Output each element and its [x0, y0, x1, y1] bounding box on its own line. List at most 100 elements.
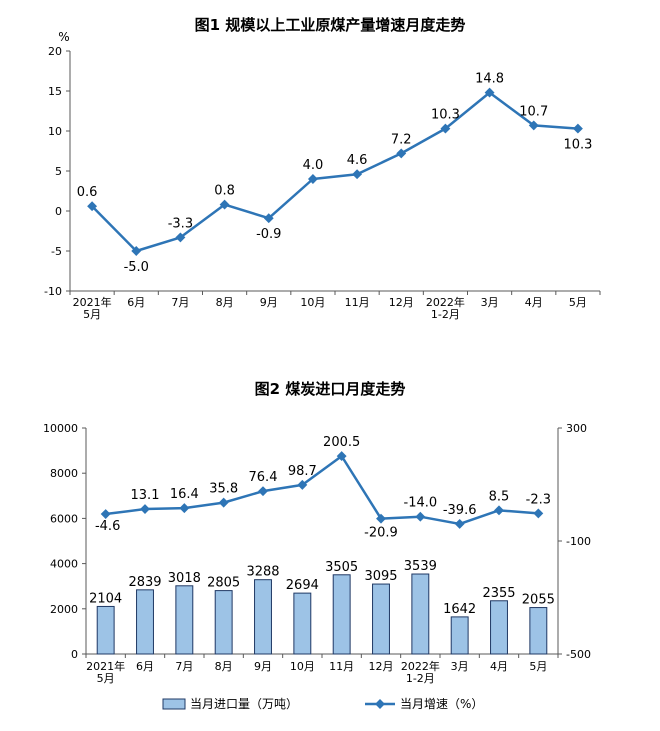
chart2-growth-point	[454, 518, 465, 529]
chart2-growth-label: -2.3	[526, 492, 551, 507]
chart2-growth-point	[179, 503, 190, 514]
chart2-bar-label: 3018	[168, 571, 201, 586]
chart2-x-tick-label-6: 11月	[329, 660, 354, 673]
chart2-x-tick-label-11: 5月	[529, 660, 547, 673]
chart2-bar-label: 3095	[364, 569, 397, 584]
legend-bar-label: 当月进口量（万吨）	[190, 697, 298, 711]
chart2-growth-label: 13.1	[131, 488, 160, 503]
chart2-x-tick-label-3: 8月	[215, 660, 233, 673]
chart2-growth-point	[258, 486, 268, 497]
chart2-bar	[490, 600, 508, 655]
chart2-bar	[450, 616, 469, 655]
chart1-point	[352, 169, 363, 180]
chart1-x-tick-label-10: 4月	[525, 296, 543, 309]
chart1-y-tick-label: 20	[48, 45, 62, 58]
chart1-point	[440, 123, 451, 134]
chart2-growth-point	[140, 504, 150, 514]
chart2-growth-point	[415, 511, 426, 522]
chart2-growth-label: -14.0	[404, 496, 438, 511]
chart1-y-tick-label: 0	[55, 205, 62, 218]
chart1-point	[131, 246, 142, 256]
chart2-growth-label: 16.4	[170, 487, 199, 502]
chart1-ylabel: %	[58, 30, 69, 44]
chart1-line	[91, 91, 579, 253]
chart2-growth-label: 200.5	[323, 435, 360, 450]
chart2-bar	[529, 607, 548, 655]
chart2-x-tick-label-4: 9月	[254, 660, 272, 673]
chart1-x-tick-label-7: 12月	[389, 296, 414, 309]
chart2-bar	[293, 592, 312, 655]
chart1-data-label: 0.8	[214, 184, 235, 199]
chart1-x-tick-label-6: 11月	[345, 296, 370, 309]
chart1-data-label: 4.0	[303, 158, 324, 173]
chart2-y-tick-label: 10000	[43, 422, 78, 435]
chart1-y-tick-label: -5	[51, 245, 62, 258]
chart2-y2-ticks: 300 -100 -500	[558, 422, 591, 661]
chart2-x-tick-label-0: 5月	[97, 672, 115, 685]
chart1-x-tick-label-1: 6月	[127, 296, 145, 309]
chart1-x-tick-label-2: 7月	[171, 296, 189, 309]
chart2-x-tick-label-5: 10月	[290, 660, 315, 673]
chart2-bar	[332, 574, 351, 655]
chart2-growth-point	[218, 497, 229, 508]
chart2-bar-label: 1642	[443, 602, 476, 617]
chart2-x-tick-label-10: 4月	[490, 660, 508, 673]
chart2-title: 图2 煤炭进口月度走势	[255, 380, 406, 398]
chart2-bar	[214, 590, 233, 655]
chart2-y-tick-label: 2000	[50, 603, 78, 616]
chart1-data-labels: 0.6 -5.0 -3.3 0.8 -0.9 4.0 4.6 7.2 10.3 14.8 10.7 1…	[77, 72, 593, 275]
chart1-data-label: -0.9	[256, 227, 281, 242]
chart2-x-tick-label-2: 7月	[175, 660, 193, 673]
chart1-y-tick-label: 10	[48, 125, 62, 138]
chart2-y-ticks: 10000 8000 6000 4000 2000 0	[43, 422, 86, 661]
chart1-data-label: 10.7	[519, 104, 548, 119]
chart1-data-label: -5.0	[124, 260, 149, 275]
chart2-bar-label: 2104	[89, 591, 122, 606]
chart1-x-tick-label-9: 3月	[481, 296, 499, 309]
chart2-bars	[96, 573, 548, 655]
chart1-point	[572, 123, 583, 134]
chart2-y-tick-label: 0	[71, 648, 78, 661]
chart2-growth-label: 8.5	[489, 489, 510, 504]
chart2-growth-label: 98.7	[288, 464, 317, 479]
chart2: 图2 煤炭进口月度走势 10000 8000 6000 4000 2000 0 300 -1…	[43, 380, 591, 711]
chart2-growth-point	[297, 479, 308, 490]
chart2-growth-point	[336, 451, 347, 462]
chart2-bar-label: 2805	[207, 576, 240, 591]
chart2-x-tick-label-8: 1-2月	[406, 672, 435, 685]
chart2-growth-label: 76.4	[249, 470, 278, 485]
chart2-y-tick-label: 6000	[50, 512, 78, 525]
chart1-data-label: -3.3	[168, 216, 193, 231]
chart2-bar	[96, 605, 115, 655]
chart1-data-label: 10.3	[563, 138, 592, 153]
chart1-y-ticks: 20 15 10 5 0 -5 -10	[44, 45, 70, 298]
chart2-growth-label: -39.6	[443, 503, 477, 518]
chart2-x-tick-label-7: 12月	[369, 660, 394, 673]
chart2-x-tick-label-1: 6月	[136, 660, 154, 673]
chart2-bar-label: 3539	[404, 559, 437, 574]
chart2-growth-label: -4.6	[95, 519, 120, 534]
chart2-growth-point	[100, 509, 111, 519]
chart1-point	[307, 174, 318, 184]
chart1-data-label: 4.6	[347, 153, 368, 168]
chart2-bar-label: 2355	[482, 586, 515, 601]
chart1-series	[87, 87, 583, 256]
legend-bar-swatch	[162, 698, 186, 710]
chart2-growth-label: 35.8	[209, 482, 238, 497]
chart2-bar-labels: 2104 2839 3018 2805 3288 2694 3505 3095 3539 1642…	[89, 559, 555, 617]
chart2-y2-tick-label: 300	[566, 422, 587, 435]
chart1-point	[175, 232, 186, 243]
chart1-point	[219, 199, 230, 210]
chart2-growth-labels: -4.613.1 16.4 35.876.4 98.7200.5-20.9-14.0-…	[95, 435, 551, 541]
legend-line-marker	[375, 699, 385, 709]
chart2-bar	[254, 579, 272, 655]
chart2-growth-line	[105, 454, 539, 526]
chart2-bar	[372, 583, 390, 655]
chart2-bar-label: 2839	[128, 575, 161, 590]
chart1-x-tick-label-0: 5月	[83, 308, 101, 321]
chart1-data-label: 7.2	[391, 132, 412, 147]
chart1-point	[396, 148, 407, 159]
chart2-bar	[136, 589, 154, 655]
chart2-growth-point	[494, 505, 504, 516]
